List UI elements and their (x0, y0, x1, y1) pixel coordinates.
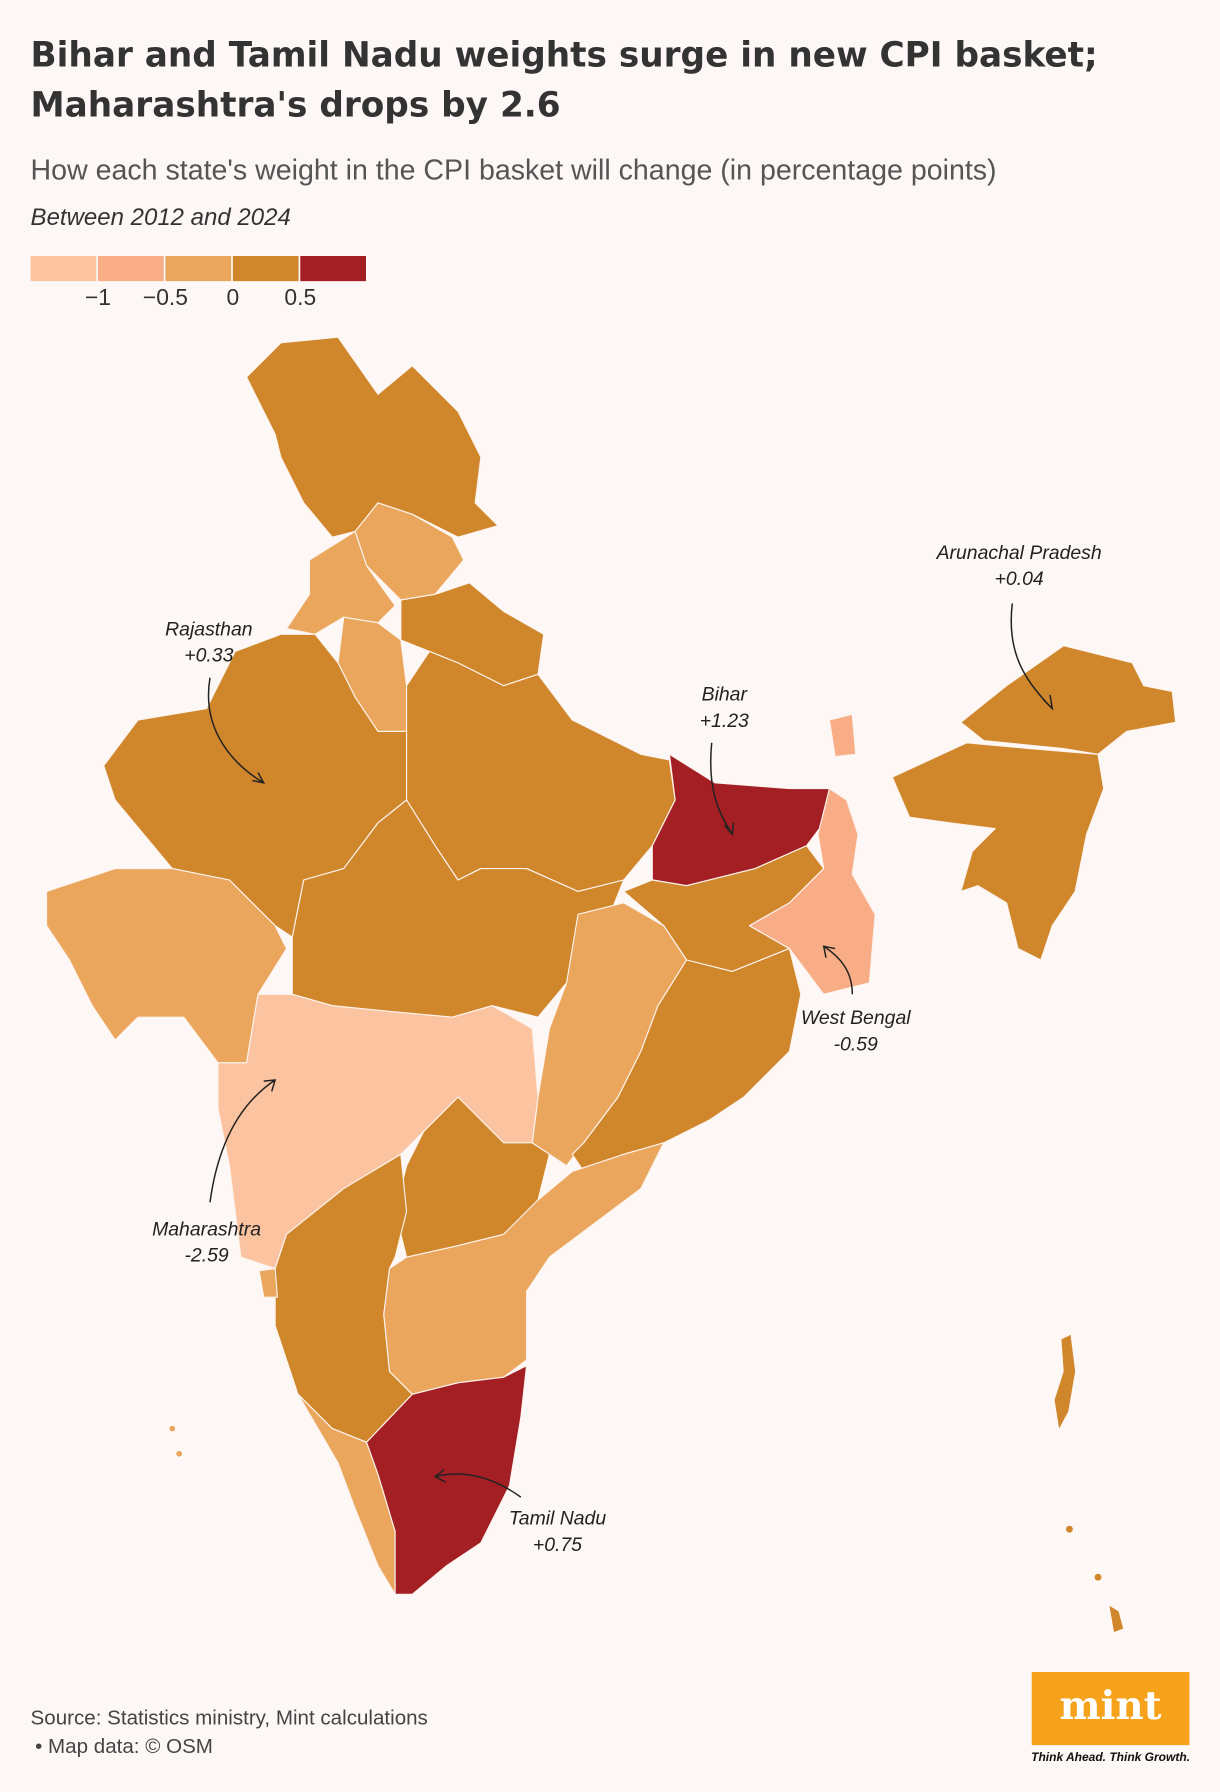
annotation-value: +0.75 (533, 1534, 582, 1556)
annotation-name: Tamil Nadu (509, 1508, 607, 1530)
state (245, 336, 499, 538)
annotation-value: -2.59 (184, 1245, 228, 1267)
source: • Map data: © OSM (35, 1735, 213, 1758)
source: Source: Statistics ministry, Mint calcul… (31, 1707, 428, 1730)
arrow (209, 1079, 277, 1203)
island (1054, 1334, 1076, 1429)
island (176, 1450, 182, 1457)
state (365, 1365, 528, 1595)
island (1066, 1525, 1073, 1533)
state (748, 788, 876, 995)
arrow (207, 677, 266, 784)
annotation-value: +1.23 (700, 710, 749, 732)
legend-swatch (165, 256, 232, 282)
legend-swatch (98, 256, 164, 282)
logo-box (1031, 1672, 1190, 1746)
annotation-name: Arunachal Pradesh (936, 542, 1102, 564)
annotation-value: +0.33 (184, 645, 233, 667)
arrow (433, 1469, 522, 1498)
annotation-name: Bihar (702, 684, 749, 706)
legend-swatch (300, 256, 366, 282)
map (45, 336, 1177, 1632)
arrow (822, 945, 854, 995)
annotation-name: Rajasthan (165, 618, 252, 640)
logo-tagline: Think Ahead. Think Growth. (1031, 1750, 1190, 1764)
arrow (1010, 603, 1054, 711)
logo: mint (1060, 1684, 1162, 1729)
legend-tick-label: −1 (85, 284, 111, 310)
state (891, 742, 1105, 961)
island (1094, 1573, 1102, 1581)
legend-tick-label: −0.5 (143, 284, 188, 310)
island (1109, 1605, 1124, 1632)
legend-swatch (232, 256, 299, 282)
legend-tick-label: 0.5 (284, 284, 316, 310)
annotation-value: +0.04 (995, 568, 1044, 590)
annotation-value: -0.59 (834, 1033, 878, 1055)
legend: −1 −0.5 0 0.5 (30, 256, 366, 310)
state (960, 645, 1177, 755)
state (828, 713, 857, 758)
legend-swatch (30, 256, 97, 282)
island (169, 1425, 176, 1432)
annotation-name: Maharashtra (152, 1218, 261, 1240)
subtitle: How each state's weight in the CPI baske… (31, 154, 997, 186)
arrow (710, 742, 735, 837)
state (258, 1267, 278, 1298)
state (354, 502, 465, 601)
title-line: Maharashtra's drops by 2.6 (31, 86, 561, 126)
title-line: Bihar and Tamil Nadu weights surge in ne… (31, 35, 1098, 75)
annotation-name: West Bengal (801, 1007, 911, 1029)
legend-tick-label: 0 (226, 284, 239, 310)
annotations: Arunachal Pradesh +0.04 Rajasthan +0.33 … (152, 542, 1102, 1556)
note: Between 2012 and 2024 (31, 204, 291, 231)
